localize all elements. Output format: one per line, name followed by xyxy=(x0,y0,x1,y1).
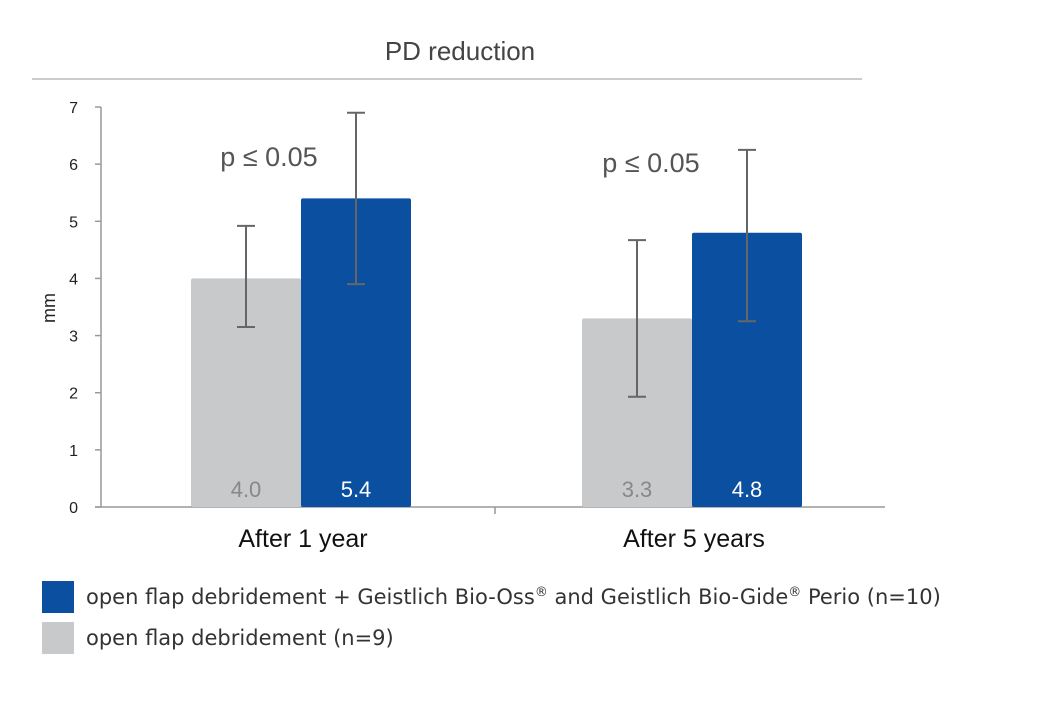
legend-swatch xyxy=(42,581,74,613)
significance-annotation: p ≤ 0.05 xyxy=(220,142,317,172)
legend-item-bio-oss: open flap debridement + Geistlich Bio-Os… xyxy=(42,581,941,613)
y-tick-label: 4 xyxy=(69,271,78,288)
chart-title: PD reduction xyxy=(385,36,535,66)
y-tick-label: 3 xyxy=(69,329,78,346)
legend-label: open flap debridement + Geistlich Bio-Os… xyxy=(86,585,941,609)
x-category-label: After 5 years xyxy=(623,525,765,553)
bar xyxy=(692,232,802,507)
y-tick-label: 5 xyxy=(69,214,78,231)
legend-item-ofd: open flap debridement (n=9) xyxy=(42,622,394,654)
y-tick-label: 2 xyxy=(69,386,78,403)
y-axis-label: mm xyxy=(39,293,59,323)
bar xyxy=(191,278,301,507)
y-tick-label: 6 xyxy=(69,157,78,174)
y-tick-label: 1 xyxy=(69,443,78,460)
bar-value-label: 4.0 xyxy=(231,477,262,502)
bar xyxy=(582,318,692,507)
x-category-label: After 1 year xyxy=(238,525,367,553)
bar-value-label: 3.3 xyxy=(622,477,653,502)
y-tick-label: 0 xyxy=(69,500,78,517)
bar-value-label: 4.8 xyxy=(732,477,763,502)
legend-swatch xyxy=(42,622,74,654)
bar xyxy=(301,198,411,507)
y-tick-label: 7 xyxy=(69,100,78,117)
significance-annotation: p ≤ 0.05 xyxy=(602,148,699,178)
legend-label: open flap debridement (n=9) xyxy=(86,626,394,650)
bar-value-label: 5.4 xyxy=(341,477,372,502)
